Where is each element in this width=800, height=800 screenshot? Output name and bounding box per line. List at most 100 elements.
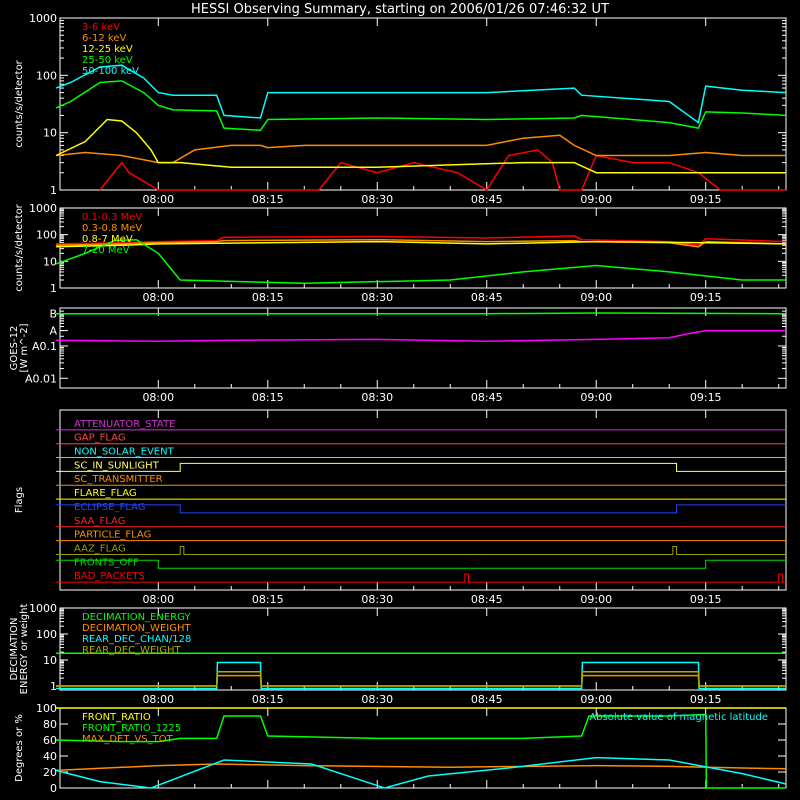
panel1-series-line	[100, 150, 786, 190]
panel5-ytick-label: 1000	[29, 602, 57, 615]
panel5-xtick-label: 08:15	[252, 693, 284, 706]
flag-line-sc-in-sunlight	[56, 463, 786, 471]
panel6-ytick-label: 40	[43, 750, 57, 763]
flag-label: NON_SOLAR_EVENT	[74, 447, 175, 458]
panel1-legend-entry: 3-6 keV	[82, 22, 120, 33]
flag-label: SC_TRANSMITTER	[74, 474, 163, 485]
panel3-series-line	[56, 331, 786, 342]
panel6-panel: 0 20 40 60 80 100 Degrees or % FRONT_RATIOFRONT…	[14, 702, 786, 795]
panel3-ytick-label: A0.1	[32, 340, 57, 353]
panel2-ytick-label: 10	[43, 255, 57, 268]
panel2-ytick-label: 1000	[29, 202, 57, 215]
panel3-xtick-label: 08:45	[471, 391, 503, 404]
chart-title: HESSI Observing Summary, starting on 200…	[191, 2, 609, 17]
panel6-legend-entry: FRONT_RATIO	[82, 712, 151, 723]
panel1-legend-entry: 6-12 keV	[82, 33, 126, 44]
panel1-ytick-label: 1000	[29, 12, 57, 25]
panel6-legend-entry: MAX_DET_VS_TOT	[82, 734, 174, 745]
panel3-ylabel: [W m^-2]	[19, 323, 30, 372]
panel1-xtick-label: 09:15	[690, 193, 722, 206]
panel4-frame	[60, 410, 786, 590]
panel1-ylabel: counts/s/detector	[14, 59, 25, 147]
panel5-ylabel: ENERGY or weight	[19, 604, 30, 695]
panel1-ytick-label: 10	[43, 127, 57, 140]
panel5-xtick-label: 08:00	[142, 693, 174, 706]
panel4-ylabel: Flags	[14, 487, 25, 513]
panel2-panel: 1 10 100 1000 08:00 08:15 08:30 08:45 09:00 09:15…	[14, 202, 786, 304]
panel6-annotation: Absolute value of magnetic latitude	[589, 712, 768, 723]
panel3-ytick-label: B	[49, 308, 57, 321]
panel2-legend-entry: 7-20 MeV	[82, 245, 130, 256]
panel6-series-line	[56, 758, 786, 788]
panel5-legend-entry: REAR_DEC_WEIGHT	[82, 645, 181, 656]
flag-line-fronts-off	[56, 560, 786, 568]
panel2-xtick-label: 08:30	[361, 291, 393, 304]
flag-label: SC_IN_SUNLIGHT	[74, 460, 160, 471]
panel1-xtick-label: 08:15	[252, 193, 284, 206]
panel6-legend-entry: FRONT_RATIO_1225	[82, 723, 181, 734]
panel5-ytick-label: 10	[43, 654, 57, 667]
panel5-xtick-label: 08:45	[471, 693, 503, 706]
panel1-legend-entry: 25-50 keV	[82, 55, 133, 66]
panel3-ytick-label: A0.01	[25, 372, 57, 385]
panel6-ytick-label: 0	[50, 782, 57, 795]
panel2-legend-entry: 0.8-7 MeV	[82, 234, 133, 245]
flag-label: ATTENUATOR_STATE	[74, 419, 175, 430]
panel6-ytick-label: 60	[43, 734, 57, 747]
panel6-ylabel: Degrees or %	[14, 714, 25, 782]
panel4-xtick-label: 08:45	[471, 593, 503, 606]
panel1-series-line	[56, 65, 786, 122]
panel3-xtick-label: 09:00	[580, 391, 612, 404]
panel2-series-line	[56, 240, 786, 284]
panel6-ytick-label: 80	[43, 718, 57, 731]
panel2-xtick-label: 08:15	[252, 291, 284, 304]
flag-line-bad-packets	[56, 574, 786, 582]
panel5-legend-entry: REAR_DEC_CHAN/128	[82, 634, 191, 645]
panel4-xtick-label: 09:15	[690, 593, 722, 606]
panel2-xtick-label: 09:00	[580, 291, 612, 304]
panel3-series-line	[56, 313, 786, 314]
panel2-xtick-label: 08:00	[142, 291, 174, 304]
panel2-ytick-label: 1	[50, 282, 57, 295]
panel1-series-line	[56, 135, 786, 162]
panel3-xtick-label: 08:00	[142, 391, 174, 404]
flag-line-eclipse-flag	[56, 505, 786, 513]
panel6-ytick-label: 20	[43, 766, 57, 779]
panel5-ytick-label: 100	[36, 628, 57, 641]
panel4-xtick-label: 08:00	[142, 593, 174, 606]
panel5-series-line	[56, 672, 786, 686]
panel4-xtick-label: 08:15	[252, 593, 284, 606]
panel4-panel: 08:00 08:15 08:30 08:45 09:00 09:15 Flags ATTEN…	[14, 410, 786, 606]
panel2-frame	[60, 208, 786, 288]
panel3-panel: A0.01 A0.1 AB 08:00 08:15 08:30 08:45 09:00 09:1…	[9, 308, 786, 404]
panel3-xtick-label: 08:30	[361, 391, 393, 404]
panel2-xtick-label: 08:45	[471, 291, 503, 304]
flag-label: ECLIPSE_FLAG	[74, 502, 145, 513]
panel1-panel: 1 10 100 1000 08:00 08:15 08:30 08:45 09:00 09:15…	[14, 12, 786, 206]
panel3-xtick-label: 09:15	[690, 391, 722, 404]
panel5-legend-entry: DECIMATION_ENERGY	[82, 612, 191, 623]
panel5-xtick-label: 09:00	[580, 693, 612, 706]
panel1-ytick-label: 1	[50, 184, 57, 197]
flag-line-aaz-flag	[56, 546, 786, 554]
panel1-xtick-label: 09:00	[580, 193, 612, 206]
panel4-xtick-label: 09:00	[580, 593, 612, 606]
panel1-legend-entry: 12-25 keV	[82, 44, 133, 55]
panel5-series-line	[56, 676, 786, 686]
flag-label: BAD_PACKETS	[74, 571, 145, 582]
panel5-xtick-label: 09:15	[690, 693, 722, 706]
flag-label: AAZ_FLAG	[74, 543, 126, 554]
panel4-xtick-label: 08:30	[361, 593, 393, 606]
panel5-legend-entry: DECIMATION_WEIGHT	[82, 623, 191, 634]
panel5-ytick-label: 1	[50, 680, 57, 693]
panel5-xtick-label: 08:30	[361, 693, 393, 706]
flag-label: FLARE_FLAG	[74, 488, 137, 499]
panel3-xtick-label: 08:15	[252, 391, 284, 404]
panel3-ytick-label: A	[49, 325, 57, 338]
flag-label: GAP_FLAG	[74, 433, 126, 444]
flag-label: SAA_FLAG	[74, 516, 125, 527]
panel1-ytick-label: 100	[36, 69, 57, 82]
panel1-xtick-label: 08:30	[361, 193, 393, 206]
